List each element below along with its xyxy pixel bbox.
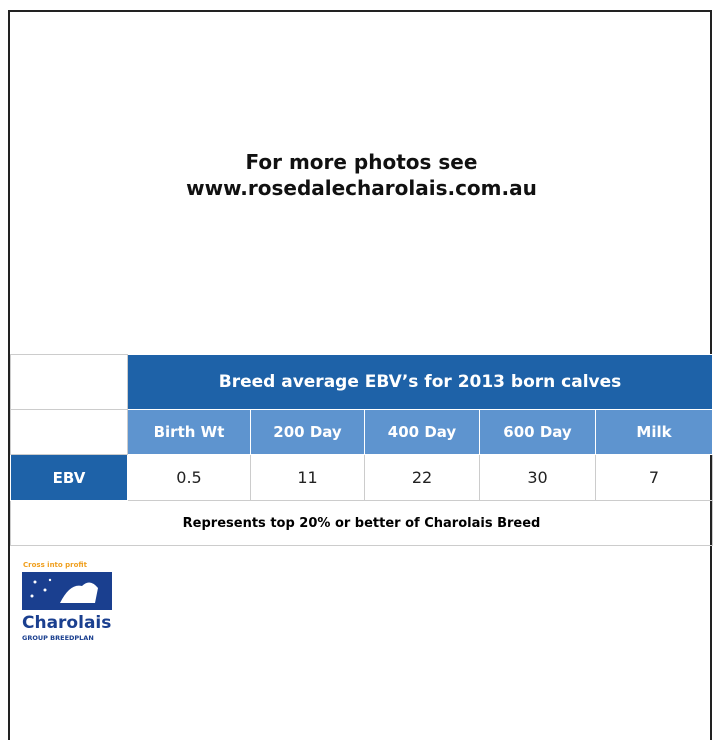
photos-line: For more photos see [245, 150, 478, 174]
ebv-table: Breed average EBV’s for 2013 born calves… [9, 354, 714, 546]
column-header: 200 Day [250, 409, 365, 455]
table-note: Represents top 20% or better of Charolai… [9, 500, 714, 546]
logo-name: Charolais [22, 613, 111, 633]
ebv-value: 30 [479, 454, 596, 501]
logo-tagline: Cross into profit [23, 561, 88, 569]
column-header: Birth Wt [127, 409, 251, 455]
ebv-value: 11 [250, 454, 365, 501]
logo-animal [60, 582, 98, 603]
empty-cell [10, 409, 128, 455]
table-title: Breed average EBV’s for 2013 born calves [126, 354, 714, 410]
ebv-value: 0.5 [127, 454, 251, 501]
logo-subtitle: GROUP BREEDPLAN [22, 634, 94, 642]
column-header: 400 Day [364, 409, 480, 455]
row-label: EBV [10, 454, 128, 501]
ebv-value: 22 [364, 454, 480, 501]
ebv-value: 7 [594, 454, 714, 501]
logo-panel [22, 572, 112, 610]
empty-cell [10, 354, 128, 410]
column-header: Milk [594, 409, 714, 455]
website-line: www.rosedalecharolais.com.au [186, 176, 537, 200]
column-header: 600 Day [479, 409, 596, 455]
charolais-logo: Cross into profit Charolais GROUP BREEDP… [22, 561, 112, 642]
